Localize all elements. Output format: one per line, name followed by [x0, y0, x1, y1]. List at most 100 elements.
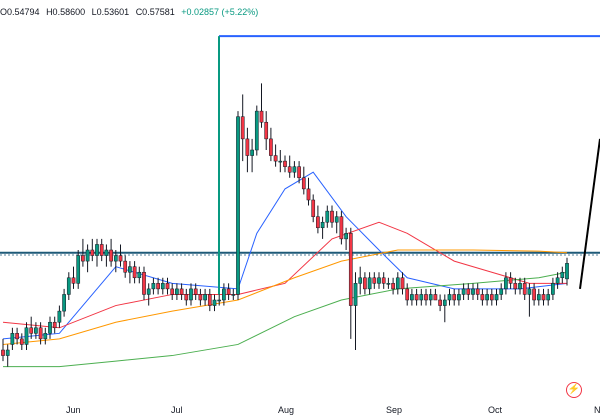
candle	[118, 255, 123, 262]
candle	[546, 294, 551, 301]
legend-high: H0.58600	[46, 7, 86, 17]
candle	[193, 288, 198, 295]
candle	[278, 160, 283, 163]
candle	[414, 294, 419, 301]
candle	[508, 277, 513, 284]
candle	[15, 333, 19, 340]
trendline	[579, 138, 600, 290]
candle	[485, 294, 489, 301]
candle	[29, 327, 34, 334]
lightning-bolt-icon[interactable]: ⚡	[566, 382, 582, 398]
candle	[565, 263, 569, 280]
candle	[142, 271, 146, 295]
x-tick-label: Jul	[171, 405, 183, 415]
candle	[5, 349, 10, 356]
candle	[189, 288, 193, 301]
candle	[395, 277, 400, 290]
candle	[466, 288, 471, 295]
moving-average-green	[3, 271, 568, 368]
candle	[264, 121, 269, 140]
candle	[109, 249, 113, 262]
candle	[344, 233, 348, 240]
candle	[457, 294, 461, 301]
candle	[301, 177, 306, 190]
candle	[43, 333, 48, 340]
candle	[283, 160, 287, 167]
candle	[207, 294, 212, 306]
candle	[259, 110, 264, 123]
candle	[551, 283, 555, 295]
x-tick-label: Aug	[278, 405, 295, 415]
candle	[240, 116, 245, 140]
candle	[113, 255, 118, 262]
candle	[560, 271, 565, 279]
candle	[363, 277, 367, 290]
legend-close: C0.57581	[135, 7, 175, 17]
candle	[377, 277, 381, 284]
candle	[424, 294, 428, 301]
candle	[48, 321, 52, 334]
candle	[513, 283, 518, 290]
candle	[52, 321, 57, 329]
candle	[410, 294, 414, 301]
candle	[269, 138, 273, 156]
candle	[123, 260, 128, 273]
candle	[57, 310, 62, 323]
candle	[175, 288, 179, 295]
candle	[475, 288, 480, 295]
candle	[99, 244, 104, 256]
candle	[348, 233, 353, 306]
x-tick-label: Sep	[386, 405, 403, 415]
candle	[34, 327, 38, 334]
candle	[471, 288, 475, 295]
candle	[419, 294, 424, 301]
candle	[137, 271, 142, 279]
candle	[480, 294, 485, 301]
candle	[170, 288, 175, 295]
candle	[306, 188, 311, 201]
legend-open: O0.54794	[0, 7, 40, 17]
candle	[536, 294, 541, 301]
candle	[316, 216, 320, 229]
candle	[236, 116, 240, 295]
candle	[222, 288, 226, 301]
candle	[287, 166, 292, 173]
candle	[10, 333, 15, 345]
candle	[165, 283, 170, 290]
candle	[104, 249, 109, 256]
candle	[339, 216, 344, 240]
candle	[386, 283, 391, 285]
candle	[19, 338, 24, 345]
candle	[320, 221, 325, 229]
candle	[90, 249, 95, 256]
candle	[442, 299, 447, 306]
candle	[311, 199, 316, 217]
candle	[146, 288, 151, 295]
candle	[76, 255, 81, 284]
moving-average-orange	[2, 249, 568, 345]
candle	[231, 294, 236, 296]
legend-change: +0.02857 (+5.22%)	[181, 7, 259, 17]
candle	[504, 277, 508, 290]
candle	[81, 255, 85, 262]
candle	[254, 110, 259, 151]
candle	[541, 294, 546, 301]
candle	[151, 283, 156, 290]
candle	[128, 266, 132, 273]
candle	[522, 283, 527, 295]
candle	[433, 294, 438, 301]
candle	[405, 288, 410, 301]
candle	[367, 277, 372, 290]
candle	[499, 288, 504, 295]
candle	[452, 294, 457, 301]
legend-low: L0.53601	[91, 7, 130, 17]
candle	[447, 294, 452, 301]
candle	[160, 283, 165, 290]
candle	[555, 277, 560, 284]
candle	[292, 166, 297, 173]
candle	[391, 283, 395, 290]
candle	[353, 283, 358, 306]
candle	[358, 277, 363, 284]
